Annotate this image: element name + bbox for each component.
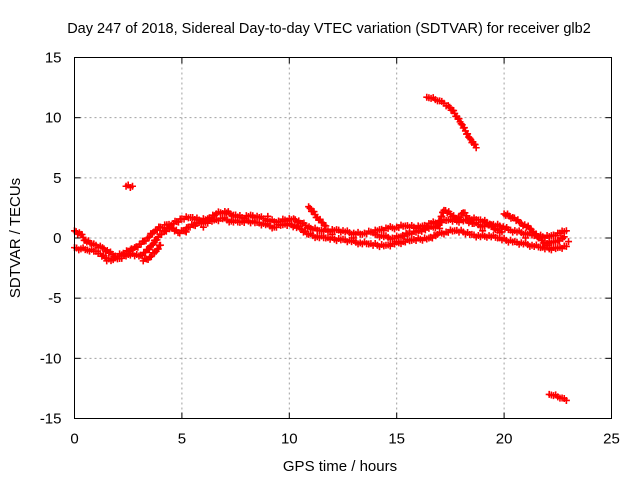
data-point [322,222,330,230]
x-tick-label: 0 [70,431,78,448]
x-tick-label: 10 [281,431,298,448]
data-point [522,234,530,242]
plot-frame [74,57,612,419]
data-point [457,120,465,128]
data-point [565,238,573,246]
data-point [562,227,570,235]
data-point [490,224,498,232]
data-point [464,130,472,138]
data-point [456,213,464,221]
x-tick-label: 25 [603,431,620,448]
data-point [182,228,190,236]
data-point [560,233,568,241]
data-point [436,224,444,232]
y-tick-labels: -15 -10 -5 0 5 10 15 [40,50,62,428]
y-tick-label: 0 [53,230,61,247]
data-point [393,238,401,246]
x-axis-label: GPS time / hours [283,458,397,475]
data-point [498,228,506,236]
series-isolated-group-b [423,93,480,152]
data-point [460,124,468,132]
y-axis-label: SDTVAR / TECUs [7,178,24,298]
data-point [479,227,487,235]
data-point [455,115,463,123]
data-point [526,224,534,232]
y-tick-label: 5 [53,170,61,187]
series-middle-streaks [103,203,573,265]
data-point [128,182,136,190]
data-point [466,134,474,142]
data-point [103,257,111,265]
data-point [145,246,153,254]
y-tick-label: -10 [40,350,62,367]
data-point [147,252,155,260]
y-tick-label: -15 [40,411,62,428]
data-point [126,246,134,254]
data-point [264,212,272,220]
series-main-band-lower [71,214,570,265]
data-point [157,230,165,238]
data-point [472,144,480,152]
x-tick-label: 5 [178,431,186,448]
series-isolated-group-c [545,390,570,404]
data-point [543,241,551,249]
y-tick-label: 10 [45,110,62,127]
y-tick-label: 15 [45,50,62,67]
chart-title: Day 247 of 2018, Sidereal Day-to-day VTE… [67,21,591,37]
data-point [149,240,157,248]
data-point [154,245,162,253]
series-isolated-group-a [122,181,136,191]
data-point [350,234,358,242]
data-point [562,242,570,250]
data-point [471,141,479,149]
data-point [145,233,153,241]
y-tick-label: -5 [48,290,61,307]
data-points [71,93,573,404]
x-tick-labels: 0 5 10 15 20 25 [70,431,620,448]
data-point [328,230,336,238]
data-point [156,241,164,249]
x-tick-label: 15 [388,431,405,448]
x-tick-label: 20 [496,431,513,448]
data-point [148,241,156,249]
data-point [199,223,207,231]
data-point [562,396,570,404]
